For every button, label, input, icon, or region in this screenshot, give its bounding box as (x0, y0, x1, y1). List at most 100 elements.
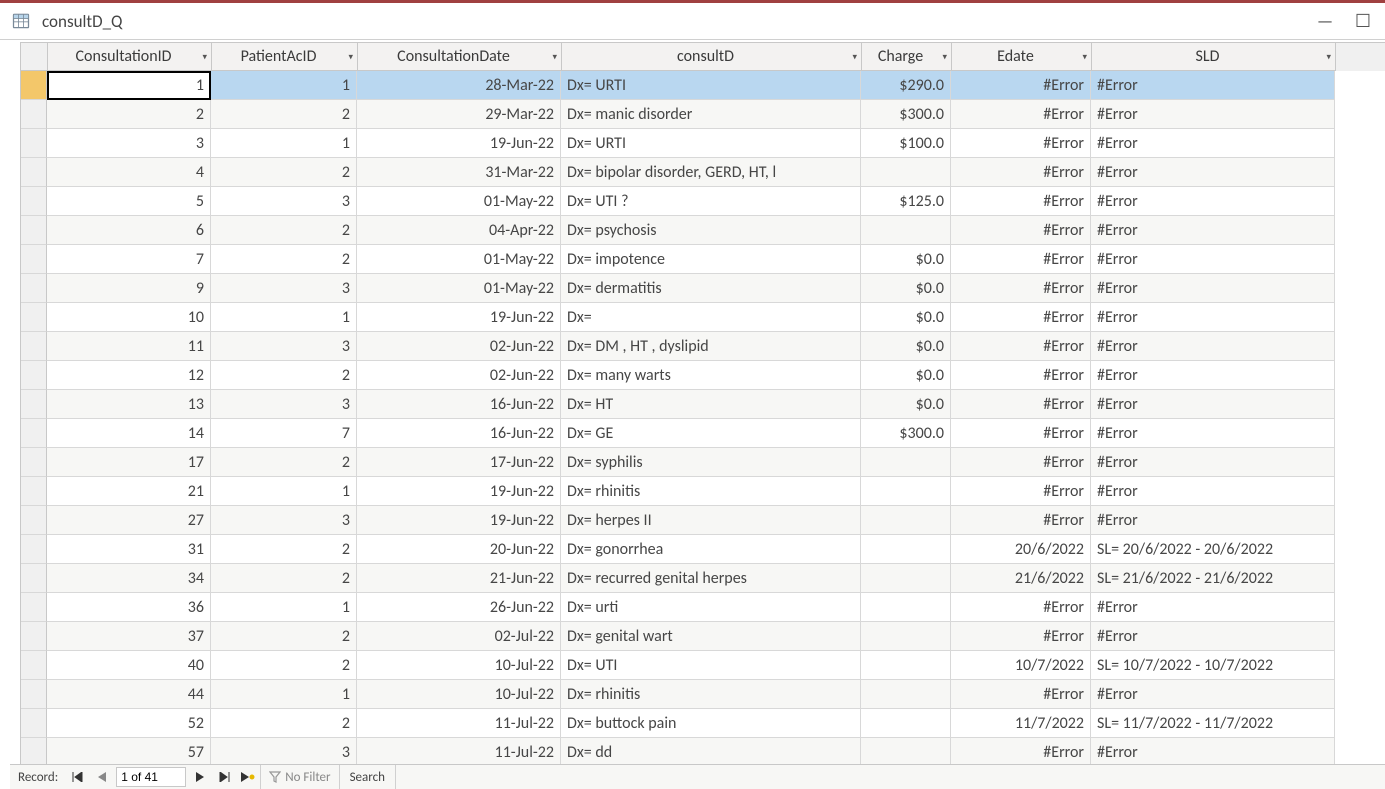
cell-consultD[interactable]: Dx= manic disorder (561, 100, 861, 129)
cell-Edate[interactable]: 11/7/2022 (951, 709, 1091, 738)
cell-ConsultationID[interactable]: 5 (47, 187, 211, 216)
cell-Charge[interactable]: $0.0 (861, 303, 951, 332)
cell-PatientAcID[interactable]: 2 (211, 245, 357, 274)
table-row[interactable]: 13316-Jun-22Dx= HT$0.0#Error#Error (21, 390, 1385, 419)
row-selector[interactable] (21, 419, 47, 448)
cell-ConsultationDate[interactable]: 26-Jun-22 (357, 593, 561, 622)
cell-Charge[interactable]: $0.0 (861, 361, 951, 390)
cell-SLD[interactable]: #Error (1091, 158, 1335, 187)
table-row[interactable]: 12202-Jun-22Dx= many warts$0.0#Error#Err… (21, 361, 1385, 390)
table-row[interactable]: 31220-Jun-22Dx= gonorrhea20/6/2022SL= 20… (21, 535, 1385, 564)
row-selector[interactable] (21, 448, 47, 477)
select-all-box[interactable] (21, 43, 48, 71)
cell-ConsultationID[interactable]: 11 (47, 332, 211, 361)
cell-consultD[interactable]: Dx= bipolar disorder, GERD, HT, l (561, 158, 861, 187)
cell-ConsultationDate[interactable]: 28-Mar-22 (357, 71, 561, 100)
column-header-SLD[interactable]: SLD▾ (1092, 43, 1336, 71)
row-selector[interactable] (21, 622, 47, 651)
cell-consultD[interactable]: Dx= syphilis (561, 448, 861, 477)
cell-consultD[interactable]: Dx= genital wart (561, 622, 861, 651)
row-selector[interactable] (21, 506, 47, 535)
cell-SLD[interactable]: #Error (1091, 274, 1335, 303)
cell-ConsultationID[interactable]: 2 (47, 100, 211, 129)
cell-SLD[interactable]: #Error (1091, 332, 1335, 361)
column-header-consultD[interactable]: consultD▾ (562, 43, 862, 71)
cell-PatientAcID[interactable]: 1 (211, 593, 357, 622)
nav-next-button[interactable] (188, 765, 212, 789)
cell-ConsultationID[interactable]: 1 (47, 71, 211, 100)
cell-PatientAcID[interactable]: 1 (211, 680, 357, 709)
cell-ConsultationID[interactable]: 7 (47, 245, 211, 274)
column-filter-dropdown-icon[interactable]: ▾ (942, 51, 947, 62)
cell-ConsultationID[interactable]: 4 (47, 158, 211, 187)
cell-consultD[interactable]: Dx= URTI (561, 129, 861, 158)
cell-ConsultationDate[interactable]: 17-Jun-22 (357, 448, 561, 477)
cell-consultD[interactable]: Dx= herpes II (561, 506, 861, 535)
cell-consultD[interactable]: Dx= GE (561, 419, 861, 448)
table-row[interactable]: 17217-Jun-22Dx= syphilis#Error#Error (21, 448, 1385, 477)
cell-SLD[interactable]: #Error (1091, 593, 1335, 622)
cell-ConsultationID[interactable]: 57 (47, 738, 211, 764)
cell-PatientAcID[interactable]: 2 (211, 622, 357, 651)
table-row[interactable]: 5301-May-22Dx= UTI ?$125.0#Error#Error (21, 187, 1385, 216)
filter-indicator[interactable]: No Filter (260, 765, 339, 789)
cell-PatientAcID[interactable]: 3 (211, 390, 357, 419)
cell-Edate[interactable]: 20/6/2022 (951, 535, 1091, 564)
cell-ConsultationDate[interactable]: 01-May-22 (357, 187, 561, 216)
cell-SLD[interactable]: #Error (1091, 187, 1335, 216)
cell-PatientAcID[interactable]: 2 (211, 448, 357, 477)
cell-Edate[interactable]: #Error (951, 245, 1091, 274)
cell-consultD[interactable]: Dx= (561, 303, 861, 332)
cell-ConsultationID[interactable]: 3 (47, 129, 211, 158)
cell-Charge[interactable] (861, 593, 951, 622)
cell-ConsultationDate[interactable]: 10-Jul-22 (357, 680, 561, 709)
cell-Charge[interactable]: $0.0 (861, 274, 951, 303)
minimize-button[interactable]: — (1315, 10, 1335, 32)
cell-ConsultationID[interactable]: 6 (47, 216, 211, 245)
cell-Charge[interactable]: $300.0 (861, 419, 951, 448)
cell-ConsultationDate[interactable]: 11-Jul-22 (357, 738, 561, 764)
cell-PatientAcID[interactable]: 1 (211, 303, 357, 332)
cell-ConsultationID[interactable]: 17 (47, 448, 211, 477)
column-filter-dropdown-icon[interactable]: ▾ (1082, 51, 1087, 62)
cell-SLD[interactable]: SL= 10/7/2022 - 10/7/2022 (1091, 651, 1335, 680)
cell-SLD[interactable]: SL= 20/6/2022 - 20/6/2022 (1091, 535, 1335, 564)
cell-ConsultationID[interactable]: 31 (47, 535, 211, 564)
table-row[interactable]: 10119-Jun-22Dx=$0.0#Error#Error (21, 303, 1385, 332)
cell-ConsultationID[interactable]: 34 (47, 564, 211, 593)
cell-PatientAcID[interactable]: 1 (211, 477, 357, 506)
cell-Edate[interactable]: #Error (951, 158, 1091, 187)
cell-Edate[interactable]: #Error (951, 593, 1091, 622)
cell-Edate[interactable]: #Error (951, 361, 1091, 390)
cell-Edate[interactable]: #Error (951, 216, 1091, 245)
cell-SLD[interactable]: #Error (1091, 71, 1335, 100)
cell-Charge[interactable] (861, 738, 951, 764)
cell-Edate[interactable]: #Error (951, 129, 1091, 158)
cell-ConsultationID[interactable]: 9 (47, 274, 211, 303)
cell-consultD[interactable]: Dx= buttock pain (561, 709, 861, 738)
cell-Edate[interactable]: #Error (951, 332, 1091, 361)
cell-SLD[interactable]: #Error (1091, 361, 1335, 390)
restore-button[interactable]: ☐ (1353, 10, 1373, 32)
cell-ConsultationID[interactable]: 12 (47, 361, 211, 390)
row-selector[interactable] (21, 274, 47, 303)
cell-PatientAcID[interactable]: 2 (211, 216, 357, 245)
cell-ConsultationDate[interactable]: 31-Mar-22 (357, 158, 561, 187)
table-row[interactable]: 44110-Jul-22Dx= rhinitis#Error#Error (21, 680, 1385, 709)
cell-Charge[interactable] (861, 535, 951, 564)
cell-consultD[interactable]: Dx= recurred genital herpes (561, 564, 861, 593)
cell-Charge[interactable]: $0.0 (861, 332, 951, 361)
row-selector[interactable] (21, 187, 47, 216)
row-selector[interactable] (21, 361, 47, 390)
cell-consultD[interactable]: Dx= HT (561, 390, 861, 419)
cell-ConsultationDate[interactable]: 20-Jun-22 (357, 535, 561, 564)
column-header-Edate[interactable]: Edate▾ (952, 43, 1092, 71)
cell-Charge[interactable] (861, 158, 951, 187)
cell-Charge[interactable] (861, 216, 951, 245)
cell-ConsultationDate[interactable]: 19-Jun-22 (357, 303, 561, 332)
row-selector[interactable] (21, 651, 47, 680)
column-filter-dropdown-icon[interactable]: ▾ (1326, 51, 1331, 62)
row-selector[interactable] (21, 303, 47, 332)
row-selector[interactable] (21, 564, 47, 593)
cell-consultD[interactable]: Dx= UTI (561, 651, 861, 680)
